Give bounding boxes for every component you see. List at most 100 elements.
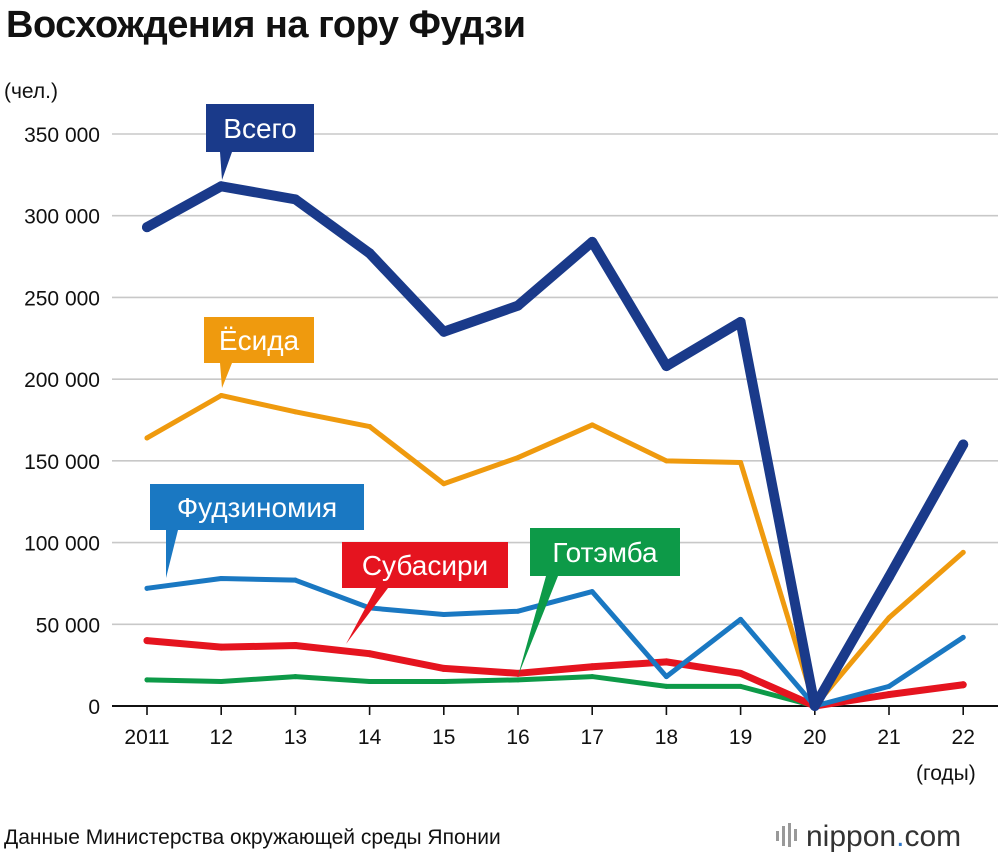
data-point-готэмба bbox=[441, 678, 447, 684]
data-point-фудзиномия bbox=[292, 577, 298, 583]
data-point-готэмба bbox=[589, 674, 595, 680]
data-point-субасири bbox=[588, 663, 596, 671]
data-point-готэмба bbox=[218, 678, 224, 684]
data-point-всего bbox=[438, 326, 449, 337]
x-tick-label: 21 bbox=[877, 726, 900, 749]
brand-suffix: com bbox=[904, 820, 962, 853]
data-point-готэмба bbox=[663, 683, 669, 689]
x-tick-label: 14 bbox=[358, 726, 382, 749]
chart-title: Восхождения на гору Фудзи bbox=[6, 4, 526, 46]
series-line-всего bbox=[142, 181, 969, 711]
x-tick-label: 13 bbox=[284, 726, 307, 749]
data-point-субасири bbox=[366, 650, 374, 658]
x-tick-label: 12 bbox=[210, 726, 233, 749]
data-point-готэмба bbox=[515, 677, 521, 683]
series-label-всего: Всего bbox=[223, 113, 296, 144]
series-label-ёсида: Ёсида bbox=[219, 325, 300, 356]
data-point-субасири bbox=[737, 669, 745, 677]
y-tick-label: 250 000 bbox=[24, 287, 100, 310]
x-tick-label: 22 bbox=[952, 726, 975, 749]
series-label-фудзиномия: Фудзиномия bbox=[177, 492, 337, 523]
data-point-готэмба bbox=[144, 677, 150, 683]
data-point-готэмба bbox=[292, 674, 298, 680]
data-point-фудзиномия bbox=[218, 576, 224, 582]
brand-bars-icon bbox=[776, 821, 798, 855]
source-note: Данные Министерства окружающей среды Япо… bbox=[4, 826, 501, 849]
data-point-фудзиномия bbox=[441, 611, 447, 617]
data-point-всего bbox=[809, 701, 820, 711]
data-point-всего bbox=[216, 181, 227, 192]
data-point-ёсида bbox=[218, 392, 224, 398]
y-axis-unit: (чел.) bbox=[4, 80, 58, 103]
data-point-ёсида bbox=[663, 458, 669, 464]
data-point-фудзиномия bbox=[515, 608, 521, 614]
brand-name: nippon bbox=[806, 820, 897, 853]
data-point-субасири bbox=[885, 691, 893, 699]
callout-box-готэмба bbox=[530, 528, 680, 576]
x-tick-label: 20 bbox=[803, 726, 826, 749]
data-point-ёсида bbox=[144, 435, 150, 441]
callout-box-субасири bbox=[342, 542, 508, 588]
data-point-ёсида bbox=[589, 422, 595, 428]
callout-pointer-ёсида bbox=[220, 363, 232, 388]
data-point-готэмба bbox=[367, 678, 373, 684]
data-point-ёсида bbox=[292, 409, 298, 415]
x-tick-label: 19 bbox=[729, 726, 752, 749]
data-point-субасири bbox=[143, 637, 151, 645]
x-tick-label: 18 bbox=[655, 726, 678, 749]
callout-pointer-субасири bbox=[346, 588, 388, 644]
x-tick-label: 2011 bbox=[124, 726, 169, 749]
y-tick-label: 0 bbox=[88, 696, 100, 719]
series-label-субасири: Субасири bbox=[362, 550, 488, 581]
brand-logo: nippon.com bbox=[776, 820, 961, 855]
y-tick-label: 50 000 bbox=[36, 614, 100, 637]
data-point-ёсида bbox=[515, 455, 521, 461]
data-point-ёсида bbox=[441, 481, 447, 487]
data-point-всего bbox=[364, 248, 375, 259]
series-line-фудзиномия bbox=[144, 576, 966, 709]
data-point-всего bbox=[884, 571, 894, 582]
data-point-субасири bbox=[440, 664, 448, 672]
data-point-всего bbox=[958, 439, 969, 450]
data-point-всего bbox=[661, 361, 672, 372]
callout-pointer-всего bbox=[220, 152, 232, 180]
data-point-субасири bbox=[291, 642, 299, 650]
x-tick-label: 16 bbox=[506, 726, 529, 749]
data-point-субасири bbox=[514, 669, 522, 677]
y-tick-label: 300 000 bbox=[24, 206, 100, 229]
data-point-ёсида bbox=[960, 549, 966, 555]
data-point-всего bbox=[290, 194, 301, 205]
data-point-всего bbox=[142, 222, 152, 233]
data-point-фудзиномия bbox=[589, 589, 595, 595]
data-point-ёсида bbox=[738, 459, 744, 465]
y-tick-label: 200 000 bbox=[24, 369, 100, 392]
x-tick-label: 15 bbox=[432, 726, 455, 749]
data-point-фудзиномия bbox=[663, 674, 669, 680]
series-label-готэмба: Готэмба bbox=[552, 537, 658, 568]
data-point-фудзиномия bbox=[960, 634, 966, 640]
data-point-фудзиномия bbox=[144, 585, 150, 591]
data-point-всего bbox=[513, 300, 523, 311]
callout-pointer-фудзиномия bbox=[166, 530, 178, 578]
data-point-всего bbox=[735, 316, 746, 327]
y-tick-label: 150 000 bbox=[24, 451, 100, 474]
brand-dot: . bbox=[896, 820, 905, 853]
data-point-ёсида bbox=[886, 615, 892, 621]
data-point-субасири bbox=[662, 658, 670, 666]
data-point-субасири bbox=[959, 681, 967, 689]
data-point-ёсида bbox=[367, 424, 373, 430]
x-tick-label: 17 bbox=[581, 726, 604, 749]
data-point-всего bbox=[587, 236, 598, 247]
callout-pointer-готэмба bbox=[518, 576, 558, 676]
y-tick-label: 100 000 bbox=[24, 533, 100, 556]
data-point-фудзиномия bbox=[738, 616, 744, 622]
data-point-субасири bbox=[217, 643, 225, 651]
data-point-фудзиномия bbox=[886, 683, 892, 689]
callout-box-ёсида bbox=[204, 317, 314, 363]
callout-box-всего bbox=[206, 104, 314, 152]
callout-box-фудзиномия bbox=[150, 484, 364, 530]
y-tick-label: 350 000 bbox=[24, 124, 100, 147]
data-point-готэмба bbox=[738, 683, 744, 689]
x-axis-unit: (годы) bbox=[916, 762, 976, 785]
